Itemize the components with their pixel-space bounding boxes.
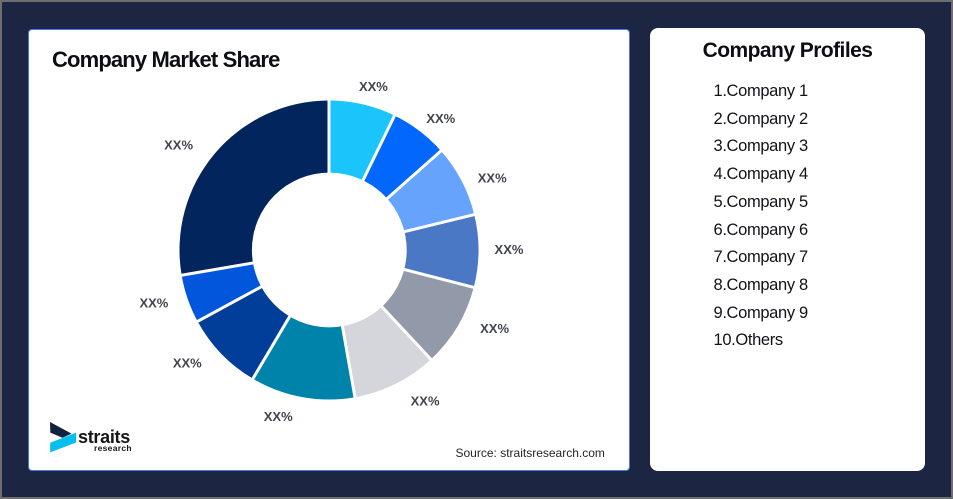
svg-text:XX%: XX% bbox=[264, 409, 293, 424]
svg-text:XX%: XX% bbox=[411, 394, 440, 409]
svg-text:XX%: XX% bbox=[173, 356, 202, 371]
svg-text:XX%: XX% bbox=[359, 79, 388, 94]
svg-text:XX%: XX% bbox=[164, 137, 193, 152]
svg-text:XX%: XX% bbox=[426, 111, 455, 126]
svg-text:XX%: XX% bbox=[478, 171, 507, 186]
svg-text:XX%: XX% bbox=[139, 296, 168, 311]
svg-text:XX%: XX% bbox=[495, 242, 524, 257]
svg-text:XX%: XX% bbox=[480, 321, 509, 336]
